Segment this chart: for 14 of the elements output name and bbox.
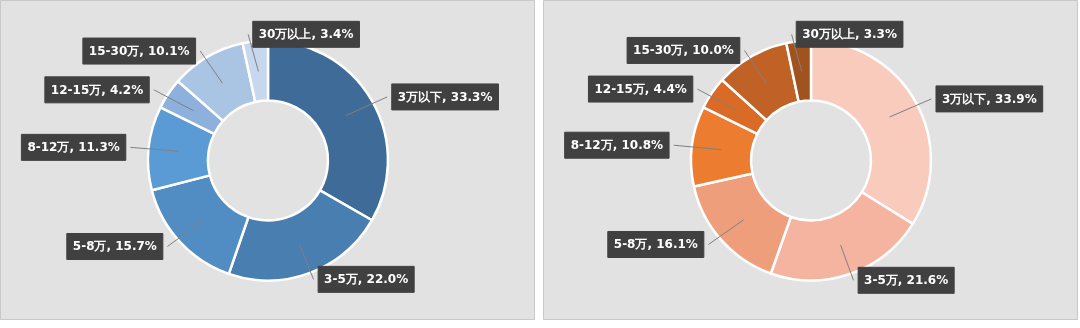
slice-label: 12-15万, 4.4%: [594, 82, 687, 97]
slice-label: 5-8万, 15.7%: [72, 239, 157, 254]
slice-label: 30万以上, 3.3%: [802, 27, 897, 42]
slice-label: 15-30万, 10.0%: [633, 43, 734, 58]
slice-label: 3万以下, 33.9%: [942, 91, 1037, 106]
slice-label: 5-8万, 16.1%: [613, 237, 698, 252]
slice-label: 3万以下, 33.3%: [397, 89, 493, 104]
slice-label: 8-12万, 10.8%: [570, 138, 664, 153]
slice-label: 30万以上, 3.4%: [258, 27, 354, 42]
slice-label: 12-15万, 4.2%: [50, 82, 144, 97]
slice-label: 3-5万, 21.6%: [864, 273, 949, 288]
slice-label: 8-12万, 11.3%: [27, 140, 120, 155]
slice-label: 3-5万, 22.0%: [324, 272, 409, 287]
slice-label: 15-30万, 10.1%: [88, 44, 190, 59]
